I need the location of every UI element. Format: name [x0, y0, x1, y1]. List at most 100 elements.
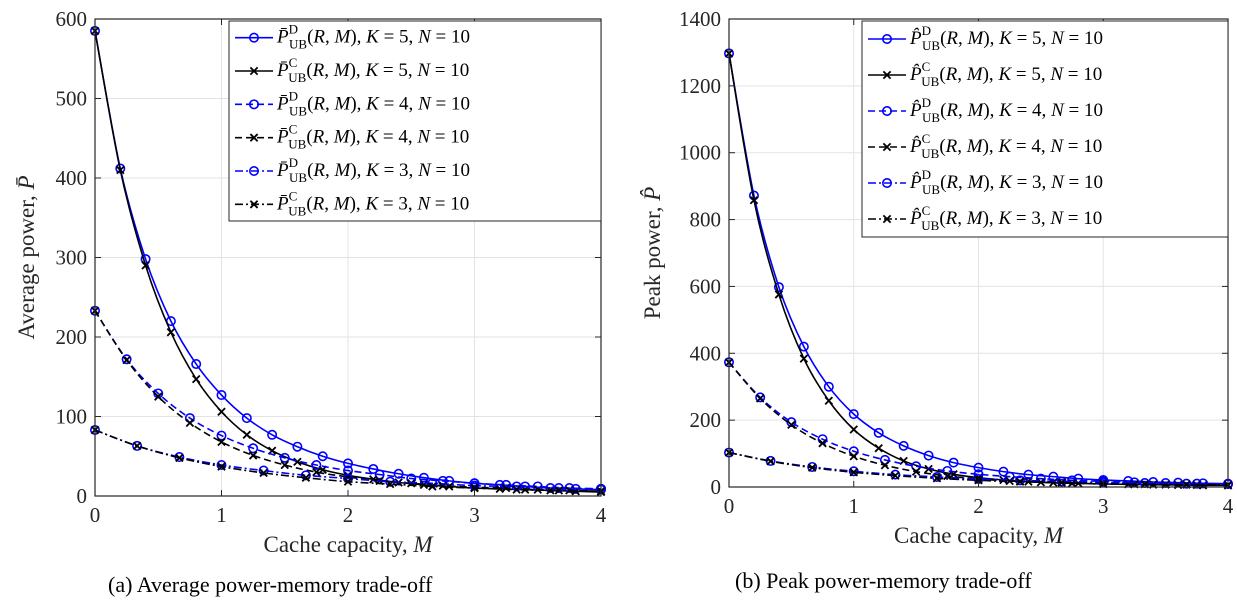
marker-a-0-10 [342, 458, 353, 469]
y-tick-label-b-4: 800 [690, 208, 722, 232]
marker-a-5-7 [385, 479, 395, 489]
y-axis-title-b: Peak power, P̂ [639, 187, 665, 320]
marker-b-5-3 [849, 468, 858, 477]
y-tick-label-a-2: 200 [56, 325, 88, 349]
legend-a: P̄D UB(R, M), K = 5, N = 10P̄C UB(R, M), K… [228, 20, 602, 222]
marker-b-5-1 [766, 457, 775, 466]
x-axis-title-a: Cache capacity, M [263, 532, 434, 557]
marker-a-3-3 [185, 418, 195, 428]
series-line-a-2 [94, 310, 602, 490]
marker-a-3-5 [248, 451, 258, 460]
legend-marker-a-5 [249, 200, 259, 209]
y-tick-label-b-3: 600 [690, 274, 722, 298]
marker-b-3-7 [943, 471, 952, 481]
y-tick-label-a-6: 600 [56, 7, 88, 31]
marker-a-2-5 [248, 443, 259, 454]
x-tick-label-a-3: 3 [469, 503, 480, 527]
marker-a-0-7 [267, 429, 278, 440]
x-tick-label-b-0: 0 [724, 494, 735, 518]
marker-a-5-6 [343, 477, 353, 486]
marker-a-0-5 [216, 390, 227, 401]
y-tick-label-a-4: 400 [56, 166, 88, 190]
legend-label-a-3: P̄C UB(R, M), K = 4, N = 10 [276, 122, 469, 152]
legend-label-a-5: P̄C UB(R, M), K = 3, N = 10 [276, 188, 469, 218]
marker-b-3-5 [880, 461, 890, 470]
marker-b-5-6 [974, 476, 983, 485]
y-tick-label-b-0: 0 [711, 475, 722, 499]
caption-b: (b) Peak power-memory trade-off [735, 568, 1032, 593]
legend-marker-b-2 [881, 106, 892, 117]
legend-marker-a-1 [249, 66, 259, 76]
marker-b-4-8 [1056, 476, 1067, 487]
marker-b-0-8 [923, 450, 934, 461]
marker-b-4-3 [848, 466, 859, 477]
ticks-a: 0 1 2 3 4 0 100 200 300 400 500 600 [56, 7, 607, 527]
legend-marker-b-5 [882, 214, 892, 224]
marker-a-4-3 [216, 459, 227, 470]
average-power-chart: 0 1 2 3 4 0 100 200 300 400 500 600 Cache capacity, … [14, 7, 607, 557]
legend-box-b [861, 20, 1229, 238]
average-power-panel: 0 1 2 3 4 0 100 200 300 400 500 600 Cache capacity, … [14, 7, 607, 597]
marker-b-2-1 [755, 392, 766, 403]
marker-a-4-1 [132, 440, 143, 451]
marker-b-3-6 [911, 467, 921, 476]
marker-a-2-4 [216, 430, 227, 441]
legend-marker-a-4 [249, 166, 260, 177]
marker-b-4-5 [931, 471, 942, 482]
legend-label-b-2: P̂D UB(R, M), K = 4, N = 10 [909, 95, 1103, 125]
marker-a-5-2 [175, 453, 184, 463]
marker-b-3-10 [1036, 478, 1046, 487]
legend-marker-a-3 [249, 133, 259, 142]
marker-a-3-2 [154, 392, 163, 401]
series-group-b [724, 48, 1233, 490]
marker-a-0-12 [393, 468, 404, 479]
legend-label-a-4: P̄D UB(R, M), K = 3, N = 10 [276, 155, 470, 185]
marker-b-0-6 [873, 427, 884, 438]
marker-a-1-4 [191, 374, 201, 384]
series-group-a [90, 25, 606, 497]
marker-a-1-6 [242, 430, 252, 440]
marker-a-1-2 [141, 261, 150, 270]
marker-b-5-8 [1057, 478, 1066, 487]
y-tick-label-b-1: 200 [690, 408, 722, 432]
marker-a-2-9 [374, 469, 385, 480]
marker-b-0-11 [998, 466, 1009, 477]
y-tick-label-b-2: 400 [690, 341, 722, 365]
x-tick-label-a-4: 4 [596, 503, 607, 527]
marker-a-0-13 [418, 472, 429, 483]
marker-a-0-8 [292, 441, 303, 452]
marker-a-5-3 [217, 462, 226, 471]
legend-b: P̂D UB(R, M), K = 5, N = 10 P̂C UB(R, M), K… [861, 20, 1229, 238]
marker-b-5-4 [891, 471, 900, 480]
series-line-a-4 [94, 429, 602, 490]
marker-a-5-1 [132, 441, 142, 451]
marker-b-1-6 [874, 443, 883, 453]
marker-a-4-5 [300, 470, 311, 481]
marker-a-4-7 [385, 476, 396, 487]
marker-b-0-3 [798, 341, 809, 352]
marker-b-0-12 [1023, 469, 1034, 480]
peak-power-panel: 0 1 2 3 4 0 200 400 600 800 1000 1200 1400 Cache capa… [620, 0, 1237, 611]
marker-a-3-7 [312, 467, 321, 477]
marker-b-0-7 [898, 440, 909, 451]
legend-label-a-2: P̄D UB(R, M), K = 4, N = 10 [276, 88, 470, 118]
x-axis-title-b: Cache capacity, M [894, 523, 1065, 548]
marker-b-1-5 [849, 425, 858, 434]
legend-label-b-5: P̂C UB(R, M), K = 3, N = 10 [909, 203, 1102, 233]
marker-b-3-3 [818, 438, 827, 448]
marker-a-2-1 [121, 354, 132, 365]
y-tick-label-a-0: 0 [77, 484, 88, 508]
x-tick-label-b-1: 1 [849, 494, 860, 518]
marker-b-0-4 [823, 381, 834, 392]
legend-marker-b-0 [881, 33, 892, 44]
x-tick-label-a-2: 2 [343, 503, 354, 527]
y-tick-label-a-3: 300 [56, 246, 88, 270]
marker-b-5-7 [1015, 477, 1025, 486]
marker-b-3-1 [755, 394, 765, 403]
marker-a-0-4 [191, 359, 202, 370]
marker-b-5-2 [807, 463, 817, 472]
y-tick-label-a-1: 100 [56, 405, 88, 429]
marker-a-1-3 [166, 327, 176, 337]
legend-marker-b-1 [882, 70, 892, 80]
x-tick-label-b-4: 4 [1223, 494, 1234, 518]
